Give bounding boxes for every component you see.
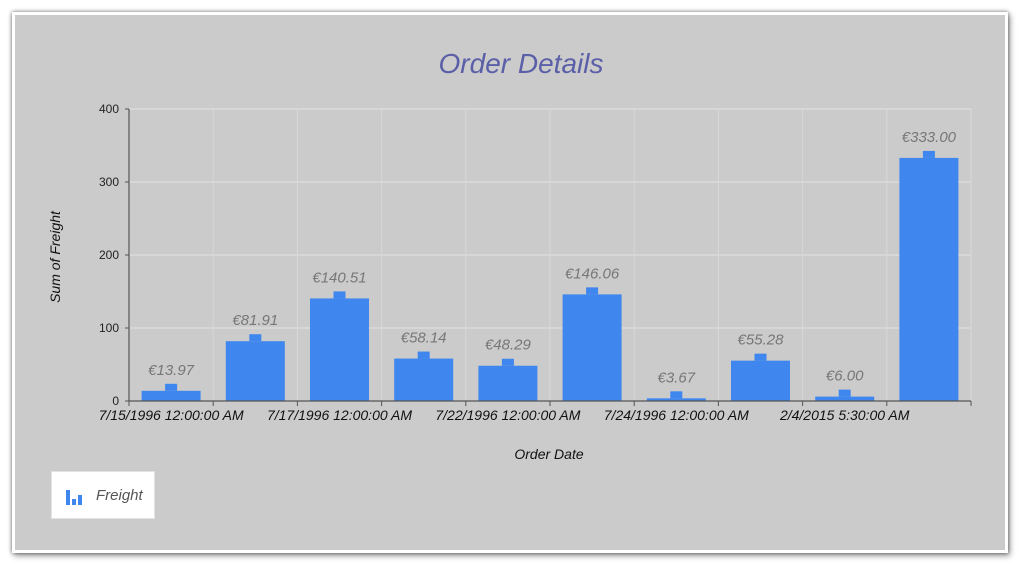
bar [225, 341, 285, 401]
bar-chart: €13.97 €81.91 €140.51 €58.14 €48.29 €146.06 €3… [47, 48, 972, 462]
bar-marker [838, 389, 851, 397]
y-tick-label: 300 [99, 175, 119, 189]
legend[interactable]: Freight [51, 471, 155, 519]
bar-marker [249, 334, 262, 342]
bar-marker [165, 383, 178, 391]
data-label: €58.14 [401, 330, 447, 347]
bar [562, 294, 622, 401]
bar [731, 360, 790, 401]
bar-marker [754, 353, 767, 361]
bar-marker [670, 391, 683, 399]
axes [125, 108, 972, 406]
bar-chart-icon [66, 490, 82, 505]
x-tick-label: 7/22/1996 12:00:00 AM [435, 407, 580, 423]
chart-title: Order Details [439, 48, 604, 79]
data-label: €3.67 [658, 369, 696, 386]
bar-marker [922, 150, 935, 158]
data-label: €55.28 [738, 332, 785, 349]
data-labels: €13.97 €81.91 €140.51 €58.14 €48.29 €146.06 €3… [148, 129, 957, 386]
data-label: €333.00 [902, 129, 957, 146]
bar [478, 365, 538, 401]
x-axis-label: Order Date [514, 446, 583, 462]
chart-card: €13.97 €81.91 €140.51 €58.14 €48.29 €146.06 €3… [12, 12, 1008, 553]
bar-marker [586, 287, 599, 295]
bar [899, 157, 959, 401]
bar-marker [501, 358, 514, 366]
data-label: €146.06 [565, 265, 620, 282]
legend-label: Freight [96, 487, 143, 504]
bar [394, 358, 454, 401]
bars [141, 150, 959, 401]
y-tick-label: 0 [112, 394, 119, 408]
data-label: €140.51 [312, 269, 366, 286]
bar [141, 390, 201, 401]
x-tick-label: 7/24/1996 12:00:00 AM [604, 407, 749, 423]
data-label: €81.91 [232, 312, 278, 329]
bar [646, 398, 706, 401]
grid-lines [128, 108, 972, 401]
data-label: €13.97 [148, 362, 195, 379]
y-tick-label: 400 [99, 102, 119, 116]
x-tick-labels: 7/15/1996 12:00:00 AM 7/17/1996 12:00:00 … [99, 407, 910, 423]
x-tick-label: 2/4/2015 5:30:00 AM [779, 407, 910, 423]
x-tick-label: 7/15/1996 12:00:00 AM [99, 407, 244, 423]
bar [815, 396, 875, 401]
data-label: €6.00 [826, 368, 864, 385]
bar-marker [417, 351, 430, 359]
y-tick-labels: 0 100 200 300 400 [99, 102, 119, 408]
bar [310, 298, 369, 401]
y-axis-label: Sum of Freight [47, 210, 63, 303]
data-label: €48.29 [485, 337, 532, 354]
y-tick-label: 100 [99, 321, 119, 335]
x-tick-label: 7/17/1996 12:00:00 AM [267, 407, 412, 423]
bar-marker [333, 291, 346, 299]
y-tick-label: 200 [99, 248, 119, 262]
